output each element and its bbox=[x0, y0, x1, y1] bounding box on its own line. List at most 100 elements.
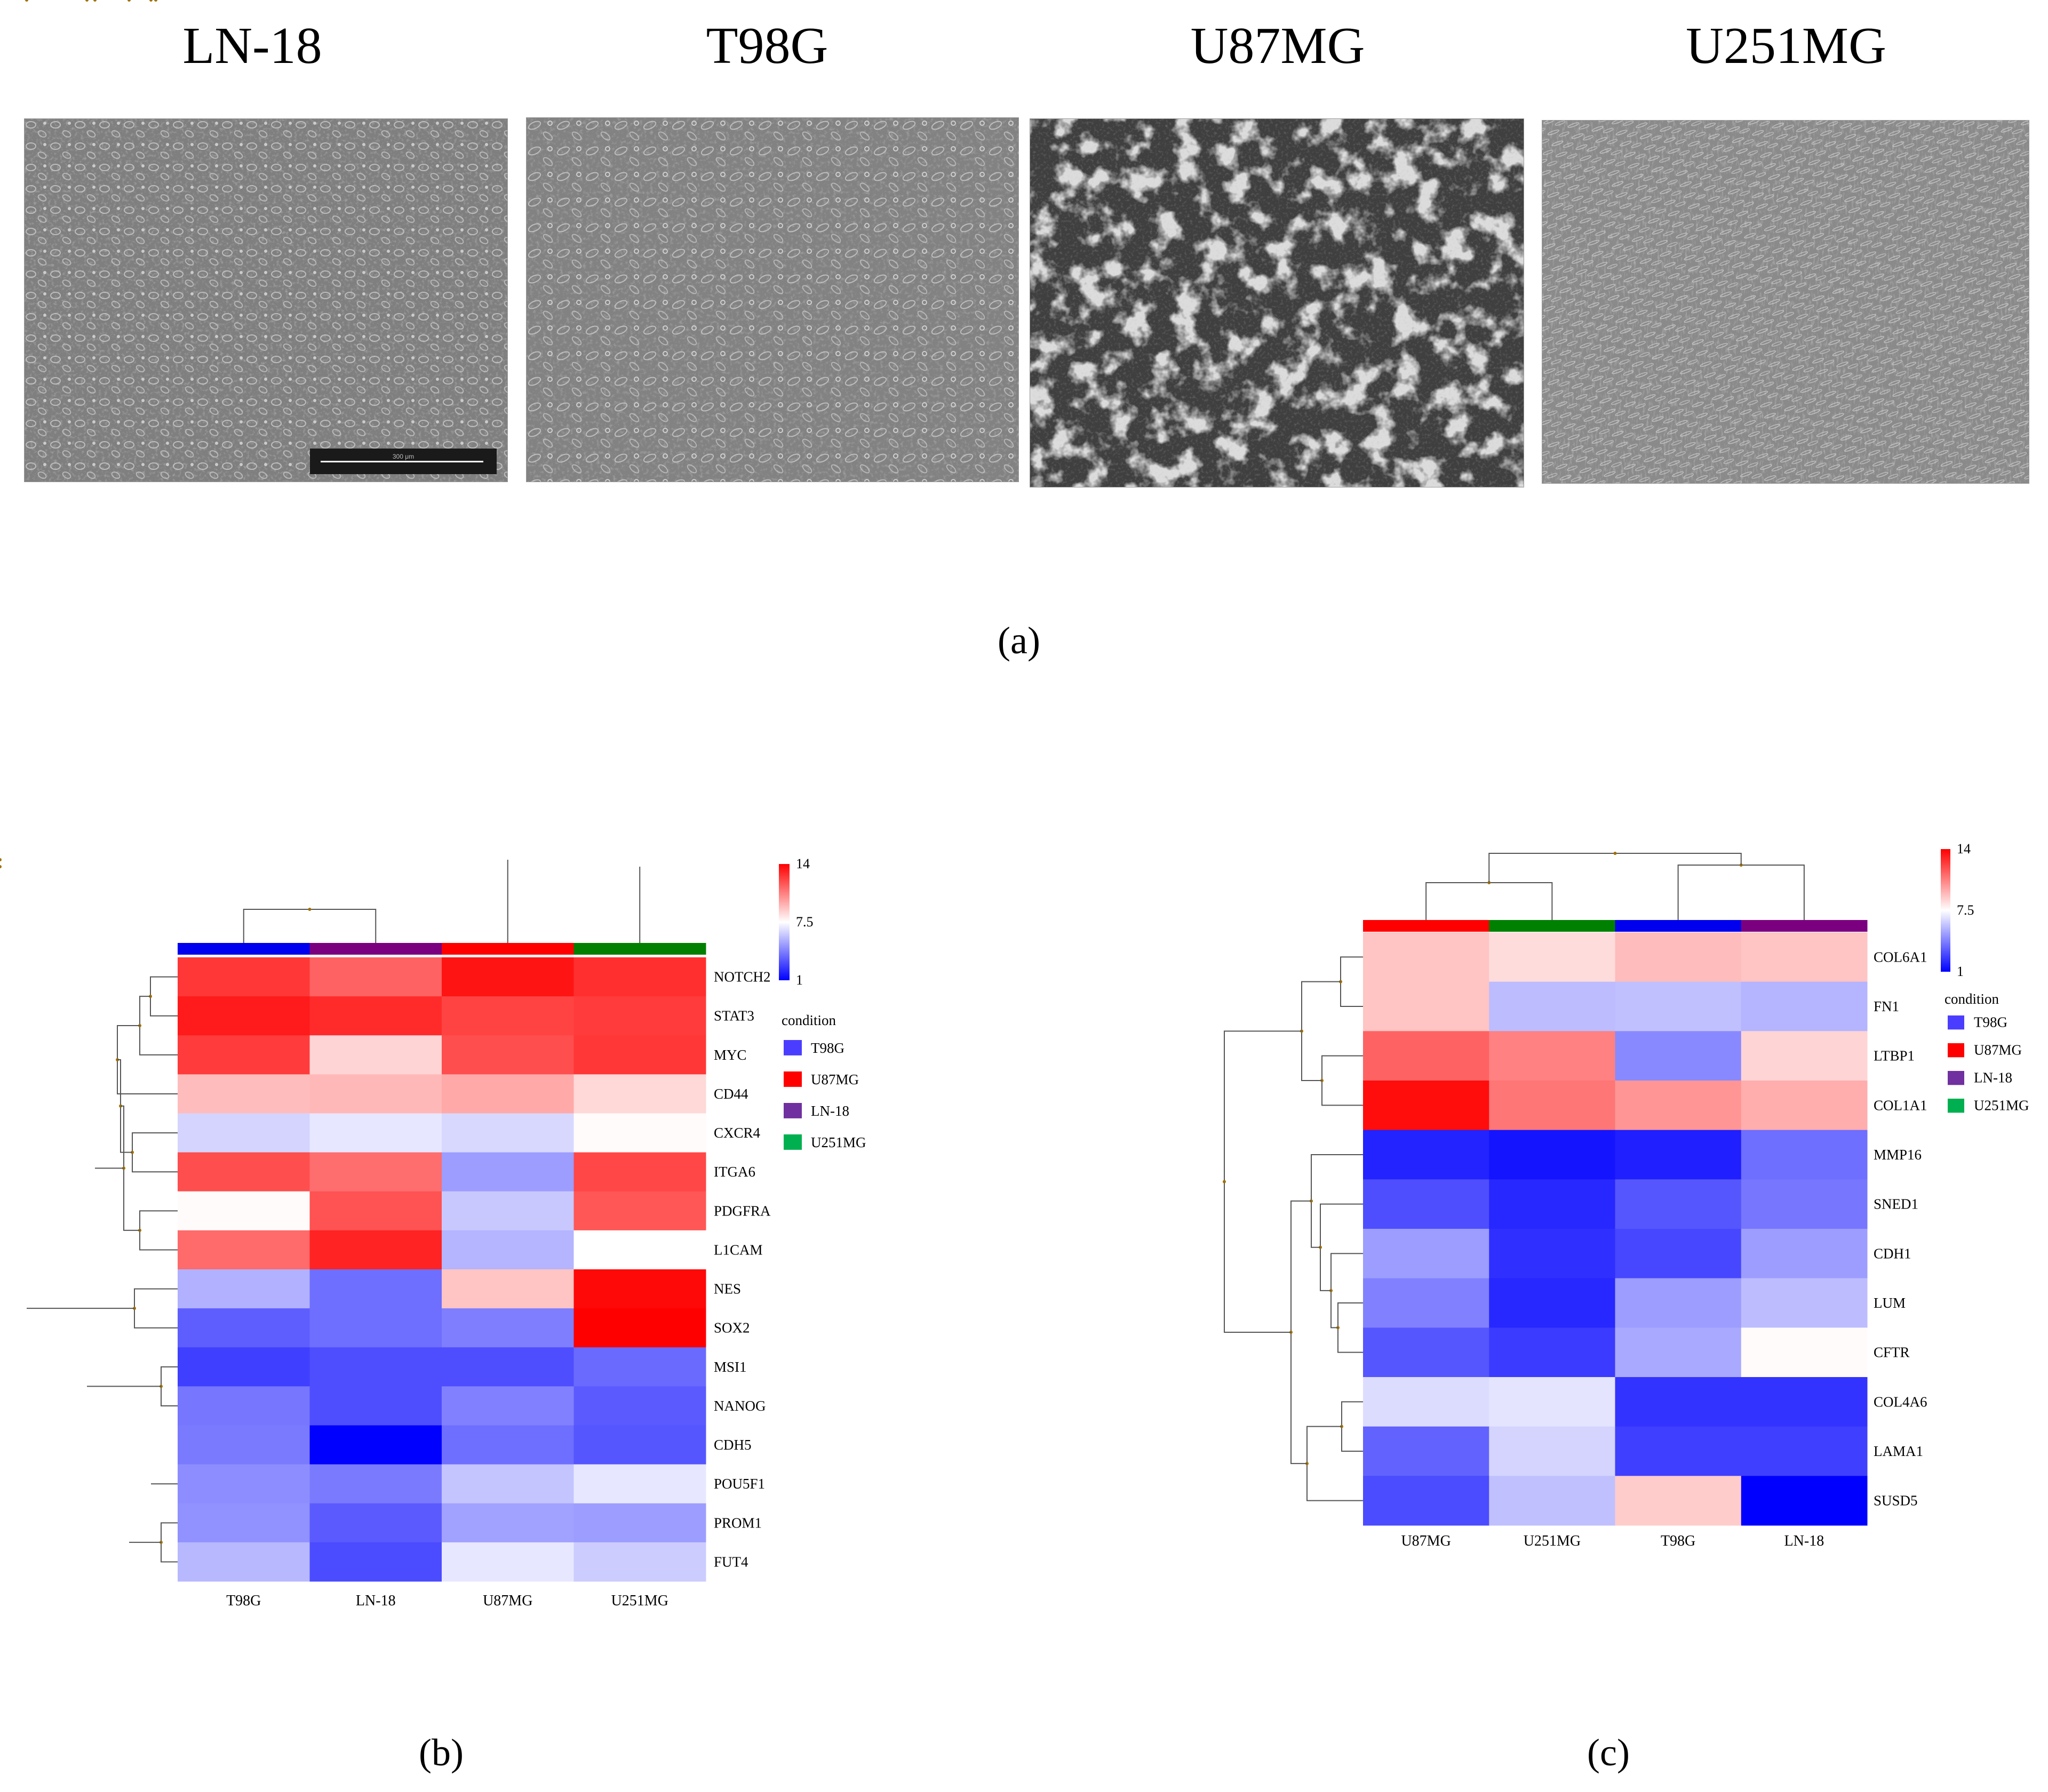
heatmap-b-row-label: ITGA6 bbox=[714, 1164, 755, 1180]
heatmap-b-cell bbox=[178, 1074, 310, 1114]
heatmap-b-cell bbox=[442, 1542, 574, 1582]
heatmap-c-cell bbox=[1489, 1229, 1615, 1279]
panel-a-label: (a) bbox=[998, 619, 1040, 662]
heatmap-b-dendrogram-node bbox=[93, 0, 97, 2]
heatmap-c-cell bbox=[1489, 1476, 1615, 1526]
heatmap-c-legend-label: U251MG bbox=[1974, 1098, 2029, 1114]
heatmap-b-column-label: U87MG bbox=[483, 1593, 532, 1609]
heatmap-b-row-label: PDGFRA bbox=[714, 1203, 771, 1219]
heatmap-c-row-dendrogram-branch bbox=[1224, 1030, 1302, 1333]
heatmap-c-colorbar bbox=[1941, 849, 1950, 972]
heatmap-b-row-dendrogram-branch bbox=[161, 1522, 178, 1563]
heatmap-b-cell bbox=[178, 1503, 310, 1543]
heatmap-c-column-label: T98G bbox=[1661, 1533, 1695, 1549]
heatmap-c-row-label: LAMA1 bbox=[1874, 1443, 1923, 1459]
heatmap-b-cell bbox=[309, 1542, 442, 1582]
heatmap-c-cell bbox=[1615, 1426, 1742, 1476]
heatmap-c-cell bbox=[1363, 932, 1489, 982]
heatmap-c-cell bbox=[1363, 1179, 1489, 1229]
heatmap-b-row-label: NANOG bbox=[714, 1398, 766, 1414]
heatmap-c-cell bbox=[1615, 1229, 1742, 1279]
heatmap-b-cell bbox=[178, 1035, 310, 1075]
heatmap-b-legend-swatch bbox=[784, 1134, 802, 1150]
title-u251mg: U251MG bbox=[1686, 17, 1886, 75]
heatmap-b-row-dendrogram-branch bbox=[132, 1132, 178, 1173]
heatmap-c-cell bbox=[1489, 1426, 1615, 1476]
heatmap-b-column-label: U251MG bbox=[611, 1593, 668, 1609]
heatmap-c-cell bbox=[1489, 1278, 1615, 1328]
heatmap-b-legend-label: U251MG bbox=[811, 1134, 866, 1150]
heatmap-c-row-label: CDH1 bbox=[1874, 1245, 1911, 1261]
heatmap-c-row-dendrogram-branch bbox=[1320, 1203, 1363, 1291]
micrograph-ln18-image: 300 μm bbox=[25, 119, 507, 482]
heatmap-b-cell bbox=[178, 1464, 310, 1504]
heatmap-b-legend-swatch bbox=[784, 1040, 802, 1055]
heatmap-b-dendrogram-node bbox=[127, 0, 131, 2]
heatmap-c-condition-bar bbox=[1741, 920, 1868, 932]
heatmap-c-row-dendrogram-branch bbox=[1290, 1200, 1311, 1465]
heatmap-b-cell bbox=[309, 1386, 442, 1426]
heatmap-c-cell bbox=[1363, 1476, 1489, 1526]
heatmap-b-row-label: FUT4 bbox=[714, 1554, 748, 1570]
heatmap-b-cell bbox=[442, 1113, 574, 1153]
heatmap-b-cell bbox=[573, 1269, 706, 1309]
heatmap-b-cell bbox=[309, 1425, 442, 1465]
heatmap-c-legend-label: U87MG bbox=[1974, 1042, 2022, 1058]
heatmap-c-cell bbox=[1615, 1278, 1742, 1328]
heatmap-b-cell bbox=[178, 1152, 310, 1192]
heatmap-c-row-dendrogram-branch bbox=[1306, 1426, 1363, 1501]
heatmap-c-legend-swatch bbox=[1948, 1071, 1964, 1085]
heatmap-b-row-label: PROM1 bbox=[714, 1515, 762, 1531]
heatmap-b-row-dendrogram-branch bbox=[150, 976, 178, 1017]
heatmap-c-cell bbox=[1363, 1081, 1489, 1131]
heatmap-b-cell bbox=[442, 957, 574, 997]
title-u87mg: U87MG bbox=[1190, 17, 1365, 75]
micrograph-u251mg bbox=[1542, 120, 2029, 484]
heatmap-b-dendrogram-node bbox=[154, 0, 157, 2]
heatmap-b-cell bbox=[309, 1152, 442, 1192]
heatmap-b-cell bbox=[178, 1386, 310, 1426]
heatmap-c-cell bbox=[1741, 932, 1868, 982]
heatmap-b-cell bbox=[573, 1113, 706, 1153]
heatmap-c-cell bbox=[1741, 1081, 1868, 1131]
heatmap-b-cell bbox=[573, 1425, 706, 1465]
heatmap-b-cell bbox=[573, 996, 706, 1036]
heatmap-b-cell bbox=[178, 1425, 310, 1465]
heatmap-b-cell bbox=[178, 1542, 310, 1582]
heatmap-c-cell bbox=[1363, 1327, 1489, 1378]
heatmap-b-row-label: SOX2 bbox=[714, 1320, 750, 1336]
heatmap-b-row-dendrogram-branch bbox=[139, 1210, 178, 1251]
heatmap-b-cell bbox=[178, 1347, 310, 1387]
heatmap-c-cell bbox=[1615, 1327, 1742, 1378]
heatmap-c-row-label: COL6A1 bbox=[1874, 949, 1927, 965]
heatmap-b-column-label: LN-18 bbox=[356, 1593, 396, 1609]
title-t98g: T98G bbox=[706, 17, 828, 75]
heatmap-c-cell bbox=[1741, 1327, 1868, 1378]
heatmap-b-colorbar-label: 1 bbox=[796, 972, 803, 988]
heatmap-c-condition-bar bbox=[1489, 920, 1615, 932]
heatmap-c-cell bbox=[1489, 1081, 1615, 1131]
heatmap-b-colorbar-label: 7.5 bbox=[796, 914, 814, 930]
heatmap-c-row-dendrogram-branch bbox=[1301, 981, 1341, 1081]
heatmap-c-row-label: LUM bbox=[1874, 1295, 1906, 1311]
heatmap-b-cell bbox=[178, 1308, 310, 1348]
heatmap-c-cell bbox=[1615, 1179, 1742, 1229]
heatmap-b-cell bbox=[573, 957, 706, 997]
title-ln18: LN-18 bbox=[182, 17, 322, 75]
heatmap-b-legend-title: condition bbox=[782, 1012, 836, 1028]
heatmap-b-cell bbox=[442, 1308, 574, 1348]
heatmap-b-legend-label: T98G bbox=[811, 1040, 844, 1056]
heatmap-c-cell bbox=[1615, 1130, 1742, 1180]
heatmap-b-condition-bar bbox=[309, 943, 442, 955]
heatmap-b-cell bbox=[442, 1191, 574, 1231]
heatmap-b-cell bbox=[442, 1230, 574, 1270]
heatmap-c-cell bbox=[1615, 1377, 1742, 1427]
micrograph-u87mg bbox=[1030, 118, 1524, 487]
heatmap-b-cell bbox=[178, 1113, 310, 1153]
heatmap-c-colorbar-label: 7.5 bbox=[1957, 902, 1974, 918]
heatmap-b-cell bbox=[309, 996, 442, 1036]
heatmap-b-condition-bar bbox=[442, 943, 574, 955]
heatmap-c-row-label: COL4A6 bbox=[1874, 1394, 1927, 1410]
heatmap-c-row-label: LTBP1 bbox=[1874, 1048, 1915, 1064]
heatmap-b-cell bbox=[573, 1464, 706, 1504]
